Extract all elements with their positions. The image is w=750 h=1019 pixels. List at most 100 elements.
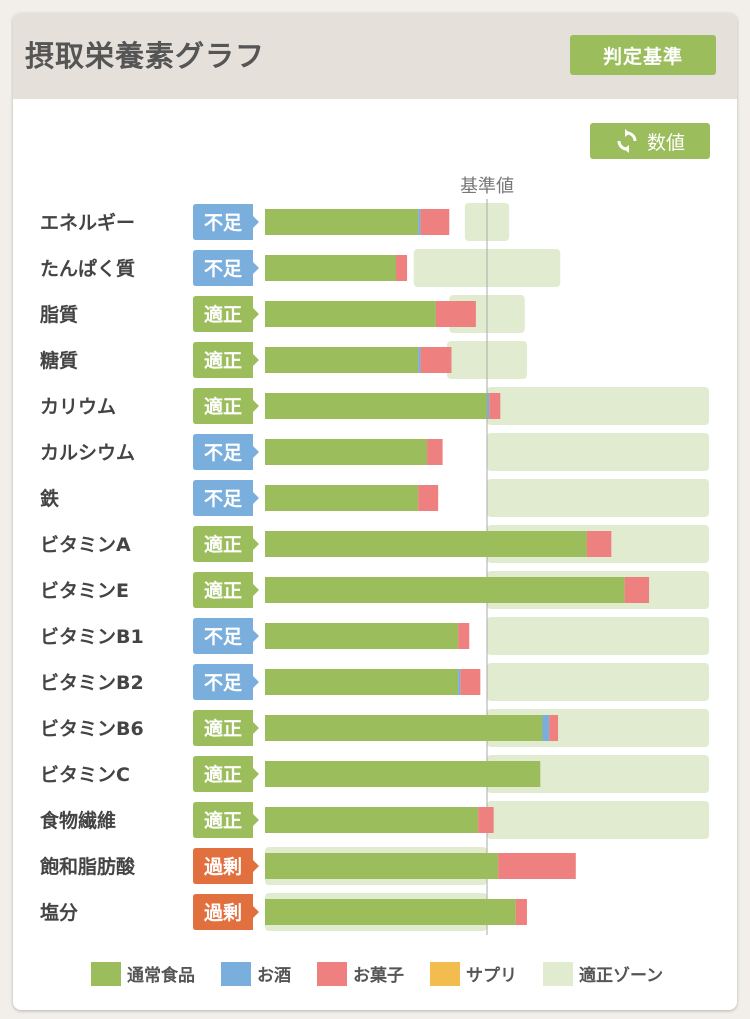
status-badge — [193, 802, 259, 838]
bar-normal-food — [265, 393, 487, 419]
status-badge-label: 不足 — [204, 258, 243, 280]
status-badge-label: 適正 — [204, 717, 242, 740]
legend-item: 適正ゾーン — [543, 961, 663, 986]
bar-normal-food — [265, 899, 516, 925]
zone-band — [487, 387, 709, 425]
status-badge-label: 不足 — [204, 626, 243, 648]
bar-normal-food — [265, 531, 587, 557]
category-label: 塩分 — [40, 901, 78, 924]
status-badge — [193, 388, 259, 424]
status-badge-label: 不足 — [204, 442, 243, 464]
zone-band — [487, 479, 709, 517]
zone-band — [487, 433, 709, 471]
status-badge — [193, 250, 259, 286]
legend-swatch — [91, 961, 121, 986]
category-label: ビタミンC — [40, 764, 130, 786]
category-label: ビタミンB6 — [40, 718, 144, 740]
bar-normal-food — [265, 761, 541, 787]
zone-band — [487, 663, 709, 701]
bar-normal-food — [265, 301, 436, 327]
bar-normal-food — [265, 255, 396, 281]
value-toggle-label: 数値 — [646, 131, 685, 154]
category-label: ビタミンA — [40, 534, 131, 556]
bar-alcohol — [418, 209, 421, 235]
legend-swatch — [221, 961, 251, 986]
legend-item: サプリ — [430, 961, 517, 986]
status-badge-label: 過剰 — [204, 901, 242, 924]
status-badge — [193, 894, 259, 930]
bar-snacks — [489, 393, 501, 419]
bar-snacks — [478, 807, 494, 833]
legend-swatch — [430, 961, 460, 986]
status-badge-label: 適正 — [204, 349, 242, 372]
status-badge — [193, 618, 259, 654]
category-label: ビタミンE — [40, 580, 129, 602]
legend-label: お酒 — [257, 966, 291, 986]
nutrient-chart: 基準値エネルギー 不足たんぱく質 不足脂質 適正糖質 適正カリウム 適正カルシウム 不足鉄不… — [39, 176, 709, 935]
status-badge — [193, 434, 259, 470]
status-badge-label: 適正 — [204, 579, 242, 602]
status-badge-label: 適正 — [204, 303, 242, 326]
status-badge — [193, 296, 259, 332]
bar-alcohol — [542, 715, 550, 741]
bar-normal-food — [265, 669, 459, 695]
bar-normal-food — [265, 439, 428, 465]
category-label: 食物繊維 — [40, 809, 116, 832]
legend-item: 通常食品 — [91, 961, 195, 986]
category-label: たんぱく質 — [40, 257, 135, 280]
category-label: 飽和脂肪酸 — [39, 855, 136, 878]
reference-label: 基準値 — [460, 176, 514, 197]
status-badge-label: 適正 — [204, 763, 242, 786]
bar-normal-food — [265, 623, 459, 649]
bar-normal-food — [265, 807, 479, 833]
legend: 通常食品 お酒 お菓子 サプリ 適正ゾーン — [91, 961, 689, 986]
status-badge-label: 不足 — [204, 672, 243, 694]
legend-label: サプリ — [466, 966, 517, 986]
status-badge-label: 適正 — [204, 533, 242, 556]
legend-swatch — [317, 961, 347, 986]
bar-snacks — [460, 669, 481, 695]
bar-alcohol — [458, 669, 461, 695]
legend-item: お酒 — [221, 961, 291, 986]
status-badge — [193, 204, 259, 240]
category-label: 糖質 — [40, 349, 78, 372]
legend-swatch — [543, 961, 573, 986]
status-badge-label: 不足 — [204, 488, 243, 510]
page-title: 摂取栄養素グラフ — [25, 39, 266, 73]
nutrient-graph-card: 摂取栄養素グラフ 判定基準 数値 基準値 エネルギー 不足 たんぱく質 不足 脂質 適正 糖質… — [13, 13, 737, 1010]
status-badge — [193, 342, 259, 378]
status-badge — [193, 572, 259, 608]
bar-alcohol — [487, 393, 490, 419]
bar-normal-food — [265, 209, 419, 235]
category-label: エネルギー — [40, 212, 135, 234]
category-label: カルシウム — [40, 442, 135, 464]
bar-snacks — [395, 255, 408, 281]
zone-band — [487, 617, 709, 655]
bar-snacks — [515, 899, 527, 925]
bar-snacks — [420, 347, 452, 373]
bar-snacks — [418, 485, 439, 511]
bar-snacks — [586, 531, 612, 557]
bar-normal-food — [265, 485, 419, 511]
category-label: ビタミンB1 — [40, 626, 144, 648]
status-badge-label: 適正 — [204, 395, 242, 418]
category-label: 鉄 — [40, 487, 59, 510]
bar-snacks — [435, 301, 476, 327]
card-header: 摂取栄養素グラフ 判定基準 — [13, 13, 737, 99]
bar-normal-food — [265, 577, 625, 603]
status-badge — [193, 848, 259, 884]
bar-alcohol — [418, 347, 421, 373]
refresh-icon — [617, 129, 637, 153]
category-label: 脂質 — [40, 303, 78, 326]
status-badge — [193, 664, 259, 700]
status-badge-label: 不足 — [204, 212, 243, 234]
bar-normal-food — [265, 347, 419, 373]
status-badge-label: 過剰 — [204, 855, 242, 878]
bar-normal-food — [265, 715, 543, 741]
bar-snacks — [420, 209, 450, 235]
status-badge — [193, 710, 259, 746]
bar-snacks — [549, 715, 559, 741]
criteria-button[interactable]: 判定基準 — [570, 35, 716, 75]
value-toggle-button[interactable]: 数値 — [590, 123, 710, 159]
status-badge — [193, 526, 259, 562]
